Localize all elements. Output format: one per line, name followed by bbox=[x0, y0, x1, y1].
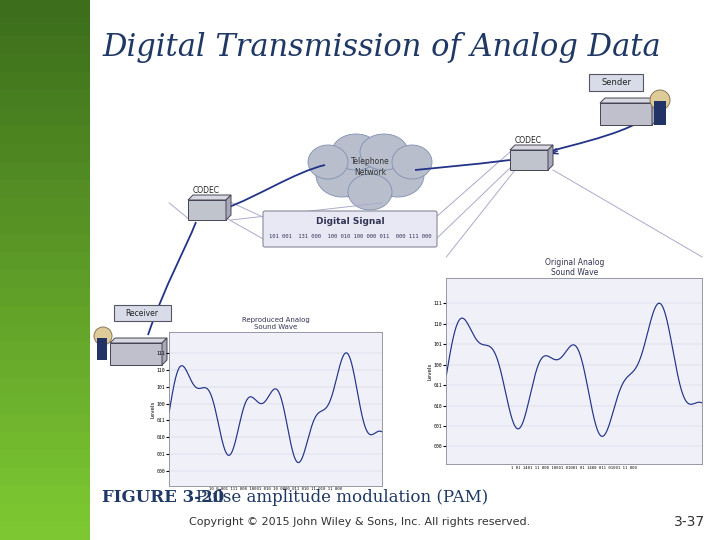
Bar bbox=[0, 323, 90, 342]
Ellipse shape bbox=[392, 145, 432, 179]
Circle shape bbox=[650, 90, 670, 110]
Text: Digital Signal: Digital Signal bbox=[315, 218, 384, 226]
Bar bbox=[0, 305, 90, 324]
Bar bbox=[0, 287, 90, 306]
Bar bbox=[0, 431, 90, 450]
Bar bbox=[0, 0, 90, 18]
Bar bbox=[654, 101, 666, 125]
Polygon shape bbox=[162, 338, 167, 365]
Bar bbox=[0, 359, 90, 378]
Bar bbox=[0, 215, 90, 234]
Bar bbox=[0, 89, 90, 108]
Title: Original Analog
Sound Wave: Original Analog Sound Wave bbox=[544, 258, 604, 278]
Text: Digital Transmission of Analog Data: Digital Transmission of Analog Data bbox=[102, 32, 661, 63]
Bar bbox=[0, 161, 90, 180]
Ellipse shape bbox=[348, 174, 392, 210]
Bar bbox=[0, 413, 90, 432]
Circle shape bbox=[94, 327, 112, 345]
Ellipse shape bbox=[330, 138, 410, 202]
Text: 101 001  131 000  100 010 100 000 011  000 111 000: 101 001 131 000 100 010 100 000 011 000 … bbox=[269, 233, 431, 239]
Polygon shape bbox=[600, 98, 657, 103]
Bar bbox=[0, 179, 90, 198]
Bar bbox=[0, 107, 90, 126]
Bar bbox=[110, 343, 162, 365]
Ellipse shape bbox=[372, 153, 424, 197]
Text: Copyright © 2015 John Wiley & Sons, Inc. All rights reserved.: Copyright © 2015 John Wiley & Sons, Inc.… bbox=[189, 517, 531, 527]
FancyBboxPatch shape bbox=[114, 305, 171, 321]
Bar bbox=[0, 35, 90, 54]
Bar bbox=[0, 341, 90, 360]
Text: CODEC: CODEC bbox=[192, 186, 220, 195]
Polygon shape bbox=[510, 145, 553, 150]
Bar bbox=[0, 521, 90, 540]
Bar bbox=[0, 467, 90, 486]
Text: Sender: Sender bbox=[601, 78, 631, 87]
Bar bbox=[0, 125, 90, 144]
Bar bbox=[0, 395, 90, 414]
Bar bbox=[0, 377, 90, 396]
Bar bbox=[0, 197, 90, 216]
Bar bbox=[188, 200, 226, 220]
Bar bbox=[0, 251, 90, 270]
Polygon shape bbox=[226, 195, 231, 220]
X-axis label: 10 0 001 111 000 10001 010 10 0000 011 010 11 010 11 000: 10 0 001 111 000 10001 010 10 0000 011 0… bbox=[209, 488, 342, 491]
Text: FIGURE 3-20: FIGURE 3-20 bbox=[102, 489, 224, 507]
Bar bbox=[0, 143, 90, 162]
Polygon shape bbox=[548, 145, 553, 170]
Polygon shape bbox=[188, 195, 231, 200]
Ellipse shape bbox=[316, 153, 368, 197]
Ellipse shape bbox=[360, 134, 408, 170]
Text: Pulse amplitude modulation (PAM): Pulse amplitude modulation (PAM) bbox=[180, 489, 488, 507]
Bar bbox=[510, 150, 548, 170]
Title: Reproduced Analog
Sound Wave: Reproduced Analog Sound Wave bbox=[241, 318, 310, 330]
Text: 3-37: 3-37 bbox=[674, 515, 705, 529]
Bar bbox=[0, 53, 90, 72]
Bar bbox=[0, 503, 90, 522]
Bar bbox=[0, 71, 90, 90]
Bar bbox=[0, 269, 90, 288]
FancyBboxPatch shape bbox=[263, 211, 437, 247]
Y-axis label: Levels: Levels bbox=[427, 363, 432, 380]
Ellipse shape bbox=[308, 145, 348, 179]
Polygon shape bbox=[652, 98, 657, 125]
Bar bbox=[97, 338, 107, 360]
Text: Telephone
Network: Telephone Network bbox=[351, 157, 390, 177]
X-axis label: 1 01 1401 11 000 10001 01001 01 1400 011 01001 11 000: 1 01 1401 11 000 10001 01001 01 1400 011… bbox=[511, 466, 637, 470]
Bar bbox=[0, 17, 90, 36]
Y-axis label: Levels: Levels bbox=[150, 401, 155, 417]
Polygon shape bbox=[110, 338, 167, 343]
Bar bbox=[600, 103, 652, 125]
Bar bbox=[0, 449, 90, 468]
FancyBboxPatch shape bbox=[589, 74, 643, 91]
Text: Receiver: Receiver bbox=[125, 308, 158, 318]
Text: CODEC: CODEC bbox=[515, 136, 541, 145]
Bar bbox=[0, 233, 90, 252]
Bar bbox=[0, 485, 90, 504]
Ellipse shape bbox=[332, 134, 380, 170]
